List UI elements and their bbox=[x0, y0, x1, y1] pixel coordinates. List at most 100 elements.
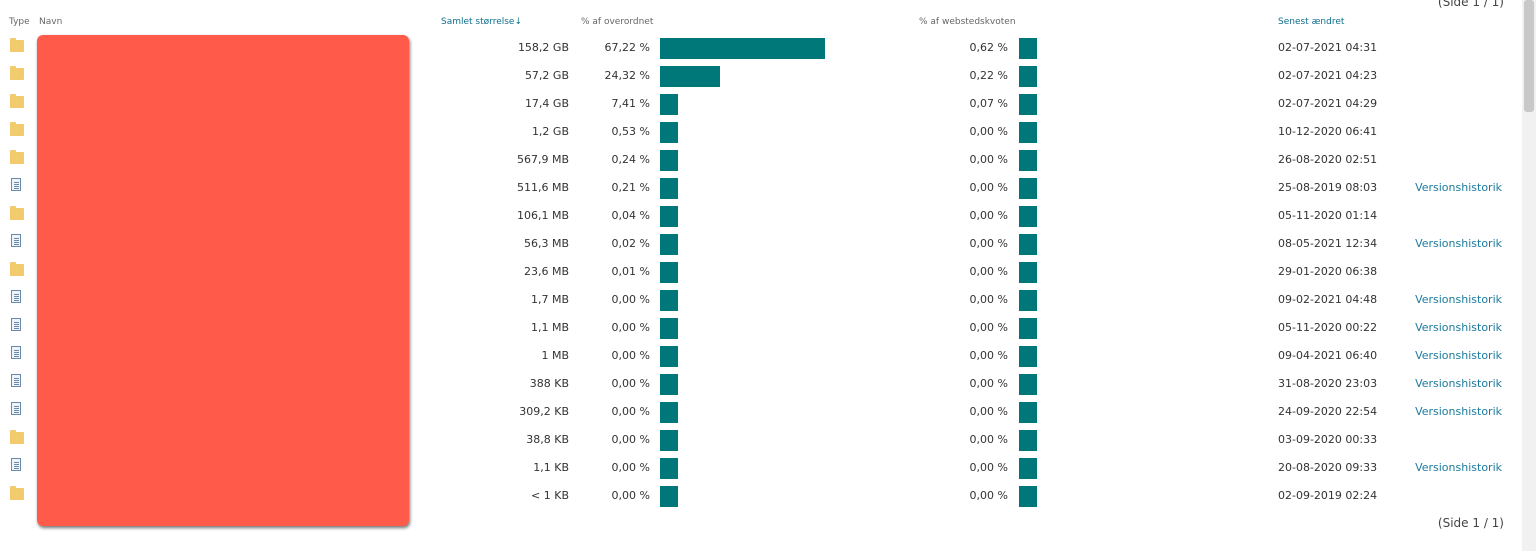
last-modified-value: 10-12-2020 06:41 bbox=[1278, 125, 1378, 138]
folder-icon bbox=[10, 486, 24, 500]
table-row[interactable]: < 1 KB 0,00 % 0,00 % 02-09-2019 02:24 bbox=[0, 482, 1520, 510]
column-header-last-modified[interactable]: Senest ændret bbox=[1278, 17, 1345, 27]
parent-percent-bar bbox=[660, 122, 678, 143]
version-history-link[interactable]: Versionshistorik bbox=[1415, 405, 1502, 418]
site-quota-percent-bar bbox=[1019, 66, 1037, 87]
parent-percent-bar bbox=[660, 346, 678, 367]
document-icon bbox=[11, 318, 21, 331]
parent-percent-bar bbox=[660, 66, 720, 87]
version-history-link[interactable]: Versionshistorik bbox=[1415, 349, 1502, 362]
parent-percent-value: 0,00 % bbox=[611, 377, 650, 390]
site-quota-percent-bar bbox=[1019, 38, 1037, 59]
site-quota-percent-bar bbox=[1019, 346, 1037, 367]
column-header-total-size[interactable]: Samlet størrelse↓ bbox=[441, 17, 522, 27]
table-row[interactable]: 1,2 GB 0,53 % 0,00 % 10-12-2020 06:41 bbox=[0, 118, 1520, 146]
site-quota-percent-bar bbox=[1019, 374, 1037, 395]
last-modified-value: 05-11-2020 01:14 bbox=[1278, 209, 1378, 222]
parent-percent-value: 0,21 % bbox=[611, 181, 650, 194]
table-row[interactable]: 17,4 GB 7,41 % 0,07 % 02-07-2021 04:29 bbox=[0, 90, 1520, 118]
table-row[interactable]: 158,2 GB 67,22 % 0,62 % 02-07-2021 04:31 bbox=[0, 34, 1520, 62]
last-modified-value: 20-08-2020 09:33 bbox=[1278, 461, 1378, 474]
table-row[interactable]: 56,3 MB 0,02 % 0,00 % 08-05-2021 12:34 Versi… bbox=[0, 230, 1520, 258]
total-size-value: 1,1 KB bbox=[533, 461, 569, 474]
total-size-value: 56,3 MB bbox=[523, 237, 569, 250]
parent-percent-value: 7,41 % bbox=[611, 97, 650, 110]
document-icon bbox=[11, 402, 21, 415]
parent-percent-value: 0,24 % bbox=[611, 153, 650, 166]
column-header-name[interactable]: Navn bbox=[39, 17, 63, 27]
version-history-link[interactable]: Versionshistorik bbox=[1415, 293, 1502, 306]
site-quota-percent-value: 0,00 % bbox=[969, 461, 1008, 474]
site-quota-percent-bar bbox=[1019, 150, 1037, 171]
table-row[interactable]: 567,9 MB 0,24 % 0,00 % 26-08-2020 02:51 bbox=[0, 146, 1520, 174]
table-row[interactable]: 106,1 MB 0,04 % 0,00 % 05-11-2020 01:14 bbox=[0, 202, 1520, 230]
version-history-link[interactable]: Versionshistorik bbox=[1415, 461, 1502, 474]
parent-percent-value: 0,01 % bbox=[611, 265, 650, 278]
document-icon bbox=[11, 458, 21, 471]
folder-icon bbox=[10, 122, 24, 136]
vertical-scrollbar[interactable] bbox=[1522, 0, 1536, 551]
table-row[interactable]: 1 MB 0,00 % 0,00 % 09-04-2021 06:40 Versions… bbox=[0, 342, 1520, 370]
table-row[interactable]: 309,2 KB 0,00 % 0,00 % 24-09-2020 22:54 Vers… bbox=[0, 398, 1520, 426]
site-quota-percent-bar bbox=[1019, 318, 1037, 339]
total-size-value: 158,2 GB bbox=[517, 41, 569, 54]
total-size-value: < 1 KB bbox=[531, 489, 569, 502]
table-row[interactable]: 1,7 MB 0,00 % 0,00 % 09-02-2021 04:48 Versio… bbox=[0, 286, 1520, 314]
table-row[interactable]: 511,6 MB 0,21 % 0,00 % 25-08-2019 08:03 Vers… bbox=[0, 174, 1520, 202]
last-modified-value: 09-02-2021 04:48 bbox=[1278, 293, 1378, 306]
table-row[interactable]: 1,1 KB 0,00 % 0,00 % 20-08-2020 09:33 Versio… bbox=[0, 454, 1520, 482]
last-modified-value: 25-08-2019 08:03 bbox=[1278, 181, 1378, 194]
last-modified-value: 02-09-2019 02:24 bbox=[1278, 489, 1378, 502]
last-modified-value: 02-07-2021 04:31 bbox=[1278, 41, 1378, 54]
site-quota-percent-bar bbox=[1019, 122, 1037, 143]
last-modified-value: 29-01-2020 06:38 bbox=[1278, 265, 1378, 278]
site-quota-percent-bar bbox=[1019, 262, 1037, 283]
parent-percent-value: 0,00 % bbox=[611, 489, 650, 502]
table-row[interactable]: 38,8 KB 0,00 % 0,00 % 03-09-2020 00:33 bbox=[0, 426, 1520, 454]
last-modified-value: 24-09-2020 22:54 bbox=[1278, 405, 1378, 418]
parent-percent-bar bbox=[660, 318, 678, 339]
scrollbar-thumb[interactable] bbox=[1524, 0, 1534, 112]
site-quota-percent-bar bbox=[1019, 402, 1037, 423]
total-size-value: 1,7 MB bbox=[530, 293, 569, 306]
version-history-link[interactable]: Versionshistorik bbox=[1415, 321, 1502, 334]
site-quota-percent-value: 0,00 % bbox=[969, 293, 1008, 306]
last-modified-value: 08-05-2021 12:34 bbox=[1278, 237, 1378, 250]
document-icon bbox=[11, 290, 21, 303]
version-history-link[interactable]: Versionshistorik bbox=[1415, 377, 1502, 390]
column-header-type: Type bbox=[9, 17, 30, 27]
last-modified-value: 05-11-2020 00:22 bbox=[1278, 321, 1378, 334]
folder-icon bbox=[10, 206, 24, 220]
total-size-value: 57,2 GB bbox=[524, 69, 569, 82]
document-icon bbox=[11, 346, 21, 359]
site-quota-percent-bar bbox=[1019, 430, 1037, 451]
table-row[interactable]: 1,1 MB 0,00 % 0,00 % 05-11-2020 00:22 Versio… bbox=[0, 314, 1520, 342]
version-history-link[interactable]: Versionshistorik bbox=[1415, 237, 1502, 250]
column-header-site-quota-percent: % af webstedskvoten bbox=[919, 17, 1016, 27]
folder-icon bbox=[10, 38, 24, 52]
parent-percent-bar bbox=[660, 94, 678, 115]
folder-icon bbox=[10, 150, 24, 164]
parent-percent-bar bbox=[660, 430, 678, 451]
parent-percent-bar bbox=[660, 206, 678, 227]
version-history-link[interactable]: Versionshistorik bbox=[1415, 181, 1502, 194]
pager-bottom: (Side 1 / 1) bbox=[1437, 516, 1504, 530]
parent-percent-value: 0,00 % bbox=[611, 433, 650, 446]
column-header-parent-percent: % af overordnet bbox=[581, 17, 654, 27]
table-row[interactable]: 23,6 MB 0,01 % 0,00 % 29-01-2020 06:38 bbox=[0, 258, 1520, 286]
site-quota-percent-value: 0,00 % bbox=[969, 405, 1008, 418]
parent-percent-bar bbox=[660, 486, 678, 507]
site-quota-percent-value: 0,22 % bbox=[969, 69, 1008, 82]
storage-table: 158,2 GB 67,22 % 0,62 % 02-07-2021 04:31 57,… bbox=[0, 34, 1520, 510]
total-size-value: 309,2 KB bbox=[519, 405, 569, 418]
last-modified-value: 31-08-2020 23:03 bbox=[1278, 377, 1378, 390]
parent-percent-value: 0,00 % bbox=[611, 293, 650, 306]
table-row[interactable]: 57,2 GB 24,32 % 0,22 % 02-07-2021 04:23 bbox=[0, 62, 1520, 90]
table-row[interactable]: 388 KB 0,00 % 0,00 % 31-08-2020 23:03 Versio… bbox=[0, 370, 1520, 398]
parent-percent-bar bbox=[660, 290, 678, 311]
parent-percent-bar bbox=[660, 234, 678, 255]
total-size-value: 1,2 GB bbox=[531, 125, 569, 138]
site-quota-percent-value: 0,00 % bbox=[969, 349, 1008, 362]
last-modified-value: 03-09-2020 00:33 bbox=[1278, 433, 1378, 446]
folder-icon bbox=[10, 94, 24, 108]
